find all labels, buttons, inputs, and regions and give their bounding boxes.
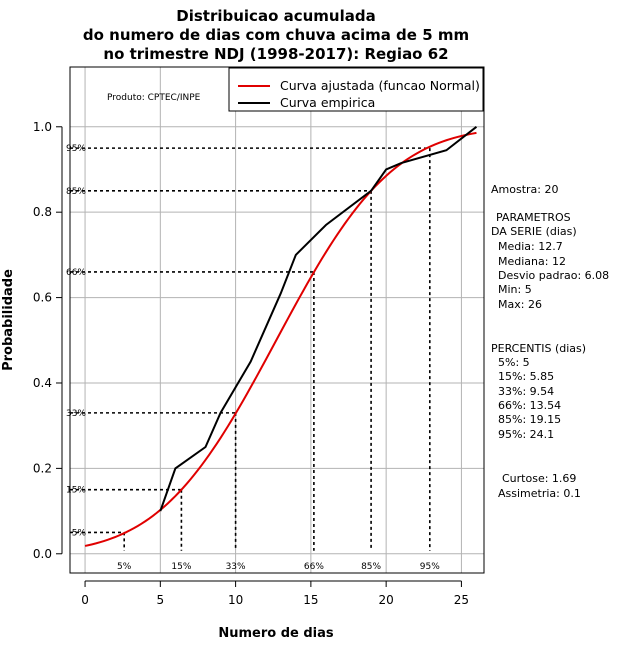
percentile-y-label-1: 15% — [66, 486, 86, 496]
percentile-x-label-3: 66% — [304, 562, 324, 572]
percentil-95: 95%: 24.1 — [498, 428, 554, 441]
axes: 0 5 10 15 20 25 0.0 0.2 0.4 0.6 0.8 1.0 — [33, 120, 469, 607]
x-tick-label-3: 15 — [303, 593, 318, 607]
percentil-33: 33%: 9.54 — [498, 385, 554, 398]
legend-label-fitted: Curva ajustada (funcao Normal) — [280, 78, 480, 93]
x-tick-label-1: 5 — [157, 593, 165, 607]
param-mediana: Mediana: 12 — [498, 255, 566, 268]
stat-assimetria: Assimetria: 0.1 — [498, 487, 581, 500]
percentile-x-label-1: 15% — [171, 562, 191, 572]
y-axis-title: Probabilidade — [1, 269, 16, 371]
grid — [70, 67, 484, 573]
param-max: Max: 26 — [498, 298, 542, 311]
stat-curtose: Curtose: 1.69 — [502, 472, 576, 485]
x-axis-title: Numero de dias — [218, 626, 334, 641]
sample-size: Amostra: 20 — [491, 183, 558, 196]
percentile-x-label-4: 85% — [361, 562, 381, 572]
percentile-y-label-4: 85% — [66, 187, 86, 197]
percentil-15: 15%: 5.85 — [498, 370, 554, 383]
x-tick-label-2: 10 — [228, 593, 243, 607]
percentile-x-label-5: 95% — [420, 562, 440, 572]
series — [84, 125, 478, 547]
x-tick-label-4: 20 — [379, 593, 394, 607]
y-tick-label-2: 0.4 — [33, 376, 52, 390]
percentile-lines: 5% 5% 15% 15% 33% 33% 66% 66% 85% 85% 95% 95% — [66, 144, 440, 572]
percentil-5: 5%: 5 — [498, 356, 530, 369]
y-tick-label-3: 0.6 — [33, 291, 52, 305]
y-tick-label-1: 0.2 — [33, 461, 52, 475]
percentile-x-label-0: 5% — [117, 562, 132, 572]
side-panel: Amostra: 20 PARAMETROS DA SERIE (dias) M… — [491, 183, 609, 500]
param-min: Min: 5 — [498, 283, 532, 296]
empirical-curve-0 — [159, 125, 478, 512]
legend: Curva ajustada (funcao Normal) Curva emp… — [228, 67, 484, 112]
plot-frame — [69, 66, 485, 574]
param-media: Media: 12.7 — [498, 240, 563, 253]
percentile-x-label-2: 33% — [226, 562, 246, 572]
y-tick-label-5: 1.0 — [33, 120, 52, 134]
percentile-y-label-2: 33% — [66, 409, 86, 419]
legend-label-empirical: Curva empirica — [280, 95, 375, 110]
percentil-66: 66%: 13.54 — [498, 399, 561, 412]
percentile-y-label-0: 5% — [72, 528, 87, 538]
chart-title-line-3: no trimestre NDJ (1998-2017): Regiao 62 — [103, 45, 448, 63]
percentis-header: PERCENTIS (dias) — [491, 342, 586, 355]
x-tick-label-0: 0 — [81, 593, 89, 607]
params-header-2: DA SERIE (dias) — [491, 225, 577, 238]
param-desvio: Desvio padrao: 6.08 — [498, 269, 609, 282]
percentile-y-label-3: 66% — [66, 268, 86, 278]
percentile-y-label-5: 95% — [66, 144, 86, 154]
y-tick-label-4: 0.8 — [33, 205, 52, 219]
fitted-normal-curve — [84, 131, 477, 547]
chart-title-line-2: do numero de dias com chuva acima de 5 m… — [83, 26, 469, 44]
product-label: Produto: CPTEC/INPE — [107, 93, 201, 103]
legend-box — [228, 67, 484, 112]
chart-title-line-1: Distribuicao acumulada — [176, 7, 375, 25]
x-tick-label-5: 25 — [454, 593, 469, 607]
params-header-1: PARAMETROS — [496, 211, 571, 224]
percentil-85: 85%: 19.15 — [498, 413, 561, 426]
y-tick-label-0: 0.0 — [33, 547, 52, 561]
